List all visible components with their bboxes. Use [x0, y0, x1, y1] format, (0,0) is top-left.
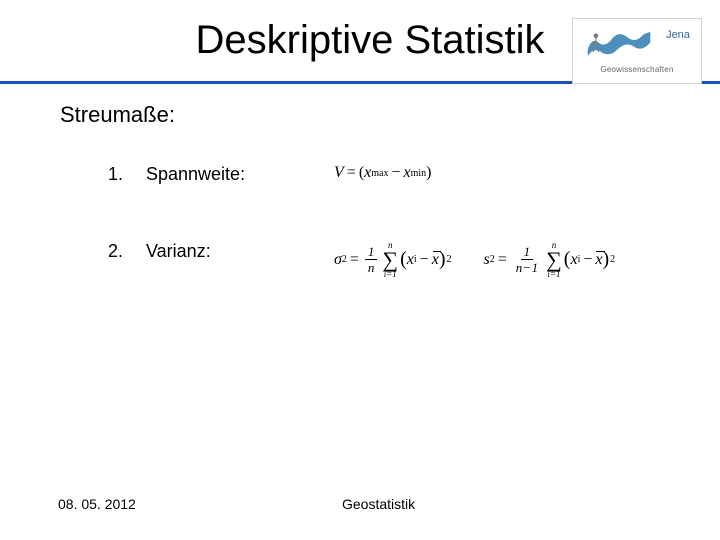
formula-variance-population: σ2=1nn∑i=1(xi−x)2 [334, 241, 451, 279]
content: Streumaße: 1. Spannweite: V=(xmax−xmin) … [0, 84, 720, 279]
section-title: Streumaße: [60, 102, 660, 128]
item-number: 1. [108, 164, 128, 185]
footer: 08. 05. 2012 Geostatistik [0, 496, 720, 512]
item-label: Varianz: [146, 241, 316, 262]
item-formula-area: σ2=1nn∑i=1(xi−x)2 s2=1n−1n∑i=1(xi−x)2 [334, 241, 660, 279]
logo-graphic: Jena [584, 29, 690, 63]
slide: Deskriptive Statistik Jena Geowissenscha… [0, 0, 720, 540]
formula-variance-sample: s2=1n−1n∑i=1(xi−x)2 [483, 241, 615, 279]
footer-topic: Geostatistik [342, 496, 415, 512]
wave-icon [584, 29, 654, 63]
list-item: 2. Varianz: σ2=1nn∑i=1(xi−x)2 s2=1n−1n∑i… [108, 241, 660, 279]
page-title: Deskriptive Statistik [0, 18, 590, 63]
item-label: Spannweite: [146, 164, 316, 185]
list-item: 1. Spannweite: V=(xmax−xmin) [108, 164, 660, 185]
item-number: 2. [108, 241, 128, 262]
formula-range: V=(xmax−xmin) [334, 164, 432, 182]
institution-logo: Jena Geowissenschaften [572, 18, 702, 84]
logo-department: Geowissenschaften [600, 65, 673, 74]
logo-city: Jena [666, 29, 690, 41]
header: Deskriptive Statistik Jena Geowissenscha… [0, 0, 720, 84]
item-formula-area: V=(xmax−xmin) [334, 164, 660, 182]
footer-date: 08. 05. 2012 [58, 496, 136, 512]
